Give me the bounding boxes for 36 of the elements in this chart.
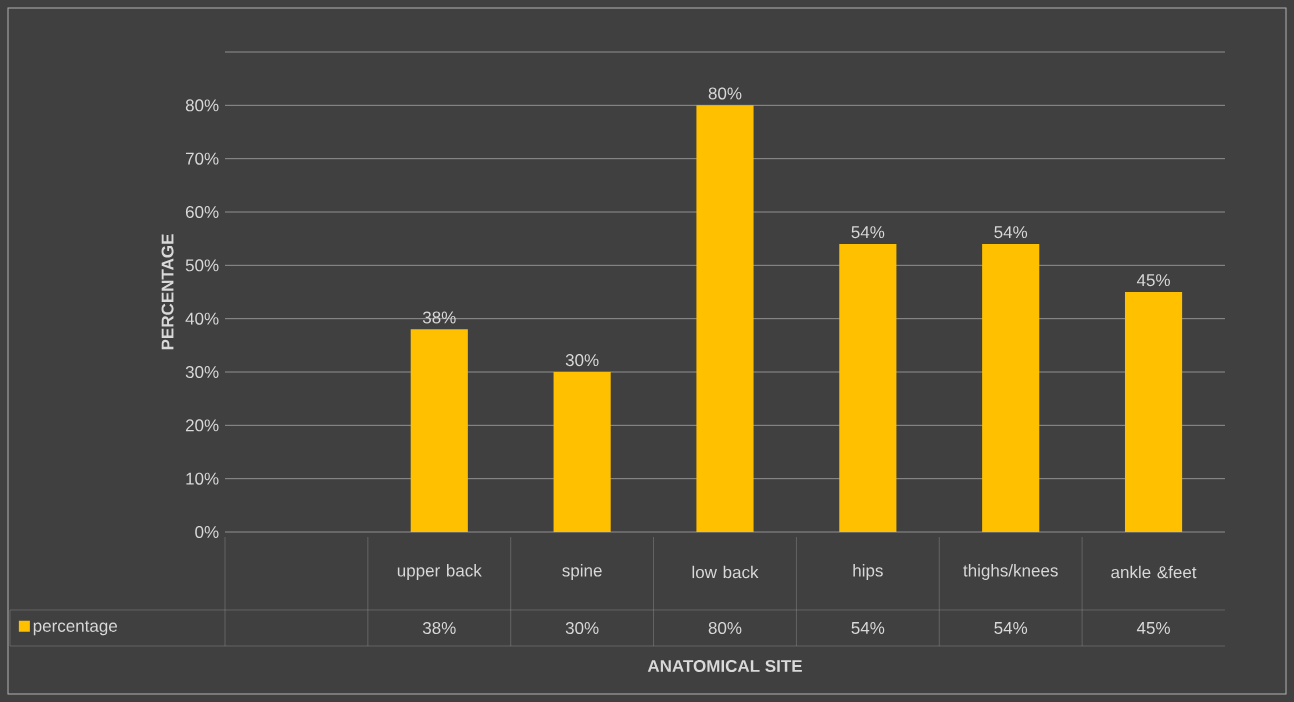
legend-label: percentage — [33, 620, 117, 636]
data-label: 38% — [422, 621, 456, 635]
bar — [982, 244, 1040, 532]
data-label: 45% — [1136, 622, 1170, 634]
y-tick-label: 30% — [185, 365, 219, 379]
text: 38% — [422, 311, 456, 324]
y-tick-label: 0% — [195, 525, 219, 539]
data-label: 54% — [851, 622, 885, 634]
y-tick-label: 20% — [185, 419, 219, 432]
text: 45% — [1136, 274, 1170, 287]
x-tick-label: low back — [692, 565, 759, 579]
x-axis-title: ANATOMICAL SITE — [647, 659, 802, 673]
data-label: 54% — [994, 622, 1028, 634]
y-tick-label: 40% — [185, 312, 219, 325]
text: 80% — [708, 87, 742, 100]
data-label: 80% — [708, 621, 742, 635]
text: 54% — [994, 226, 1028, 239]
bar — [839, 244, 897, 532]
y-tick-label: 60% — [185, 205, 219, 219]
text: 54% — [851, 226, 885, 239]
data-label: 30% — [565, 621, 599, 635]
y-tick-label: 50% — [185, 259, 219, 272]
bar — [1124, 292, 1183, 532]
bar — [410, 329, 468, 532]
text: 30% — [565, 354, 599, 367]
y-tick-label: 70% — [185, 152, 219, 165]
y-tick-label: 10% — [186, 472, 219, 485]
bar — [553, 372, 611, 532]
bar — [696, 105, 754, 532]
y-tick-label: 80% — [185, 99, 219, 112]
x-tick-label: ankle &feet — [1111, 565, 1197, 579]
x-tick-label: upper back — [397, 564, 482, 580]
x-tick-label: hips — [853, 564, 883, 580]
x-tick-label: spine — [562, 564, 602, 580]
x-tick-label: thighs/knees — [963, 564, 1058, 580]
y-axis-title: PERCENTAGE — [161, 234, 174, 350]
